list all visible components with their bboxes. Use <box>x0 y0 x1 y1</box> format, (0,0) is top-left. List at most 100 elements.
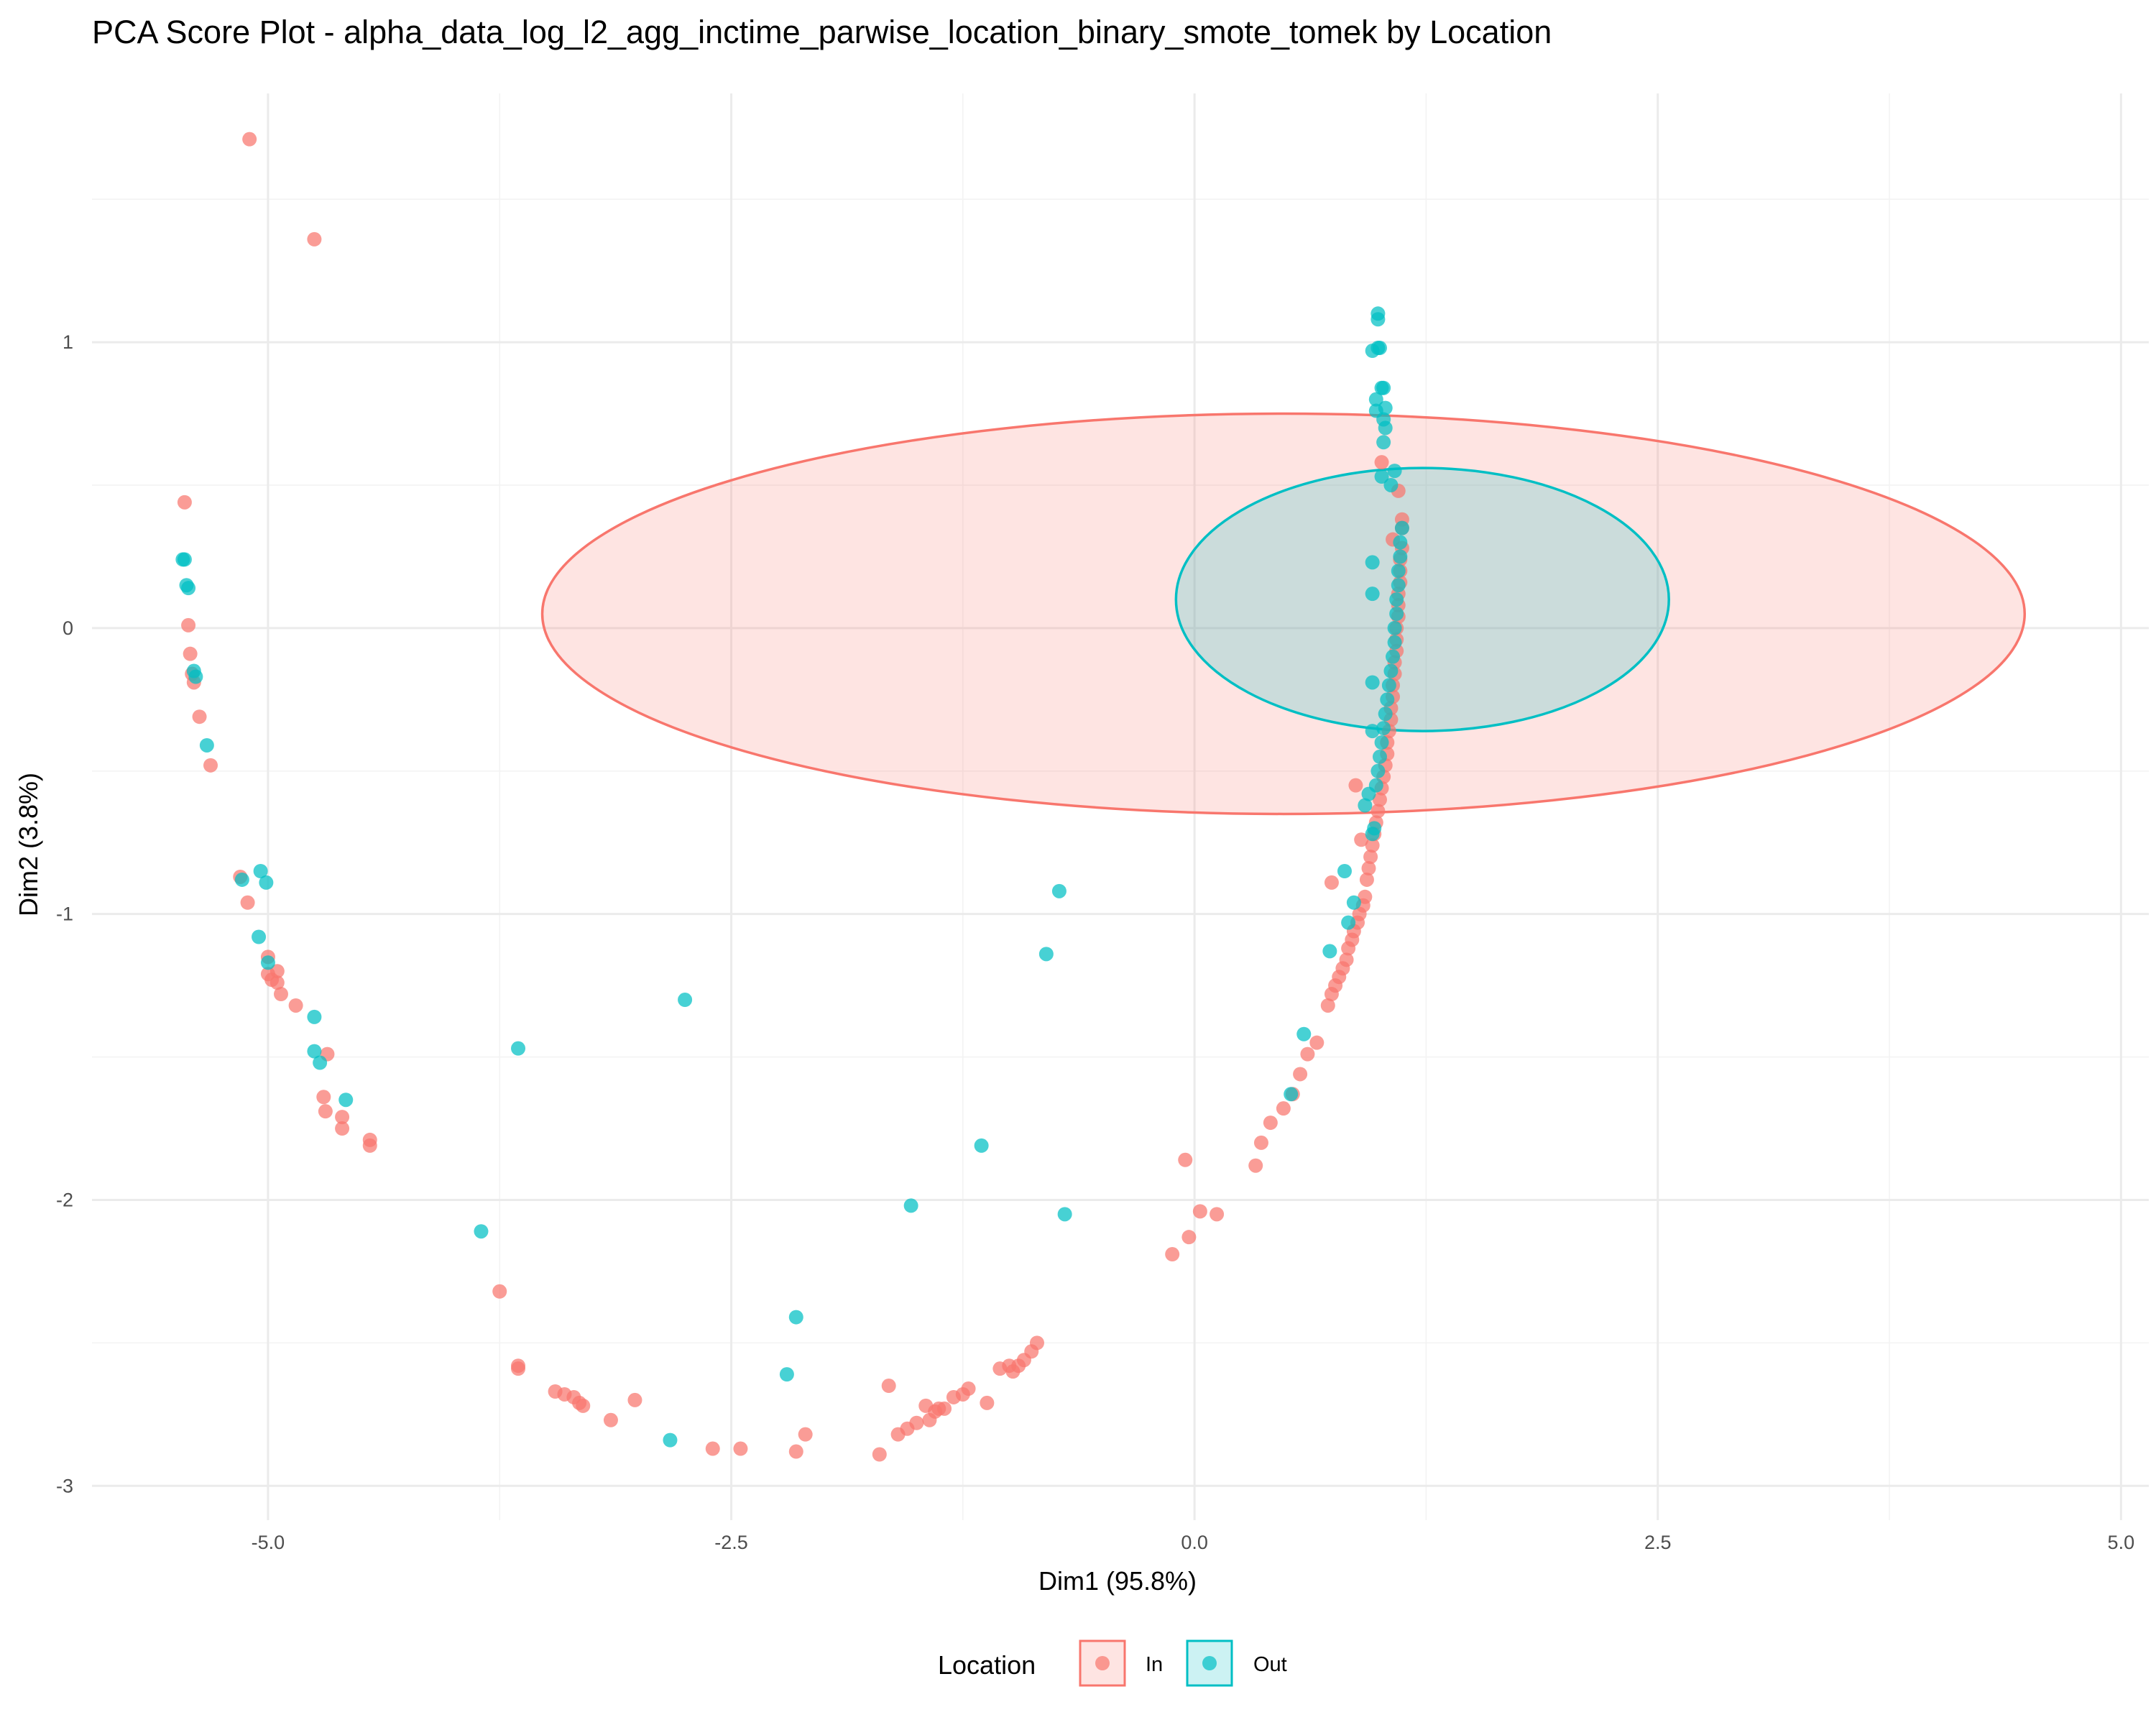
point-out <box>788 1310 803 1325</box>
point-out <box>1378 707 1393 722</box>
point-out <box>1284 1087 1299 1102</box>
point-out <box>1394 520 1409 535</box>
point-out <box>177 552 192 567</box>
point-out <box>260 955 275 970</box>
y-tick-label: -3 <box>56 1475 73 1496</box>
point-out <box>1393 535 1408 550</box>
point-out <box>1378 400 1393 415</box>
point-out <box>1376 435 1391 450</box>
legend-label-in: In <box>1146 1653 1163 1676</box>
point-in <box>335 1110 350 1125</box>
point-out <box>252 929 267 944</box>
point-in <box>798 1427 813 1442</box>
point-out <box>313 1055 328 1070</box>
point-out <box>1389 592 1404 607</box>
point-in <box>1253 1135 1268 1150</box>
grid <box>92 93 2149 1520</box>
point-out <box>1370 306 1386 321</box>
point-in <box>181 617 196 632</box>
point-in <box>1178 1152 1193 1167</box>
point-out <box>1386 649 1401 664</box>
point-in <box>576 1398 591 1413</box>
point-out <box>1365 675 1380 690</box>
point-in <box>909 1415 924 1430</box>
point-out <box>1391 564 1406 579</box>
point-out <box>1387 635 1402 650</box>
point-in <box>288 998 303 1013</box>
point-in <box>1354 832 1369 847</box>
point-in <box>1365 838 1380 853</box>
point-in <box>881 1379 896 1394</box>
point-in <box>511 1361 526 1376</box>
point-in <box>1370 804 1386 819</box>
data-points <box>175 132 1409 1462</box>
y-axis-ticks: -3 -2 -1 0 1 <box>56 331 73 1496</box>
point-out <box>259 875 274 890</box>
point-out <box>1372 749 1387 764</box>
point-out <box>678 993 693 1008</box>
point-out <box>1368 778 1383 793</box>
legend-item-out: Out <box>1186 1639 1287 1687</box>
legend: Location In Out <box>938 1639 1287 1687</box>
point-out <box>1368 392 1383 407</box>
point-in <box>270 964 285 979</box>
point-out <box>474 1224 489 1239</box>
point-in <box>1358 889 1373 904</box>
x-tick-label: 2.5 <box>1644 1532 1672 1553</box>
y-axis-title: Dim2 (3.8%) <box>14 773 43 916</box>
point-out <box>663 1432 678 1448</box>
point-out <box>1296 1026 1312 1041</box>
point-out <box>1376 721 1391 736</box>
point-in <box>1181 1230 1197 1245</box>
point-out <box>307 1044 322 1059</box>
point-in <box>1300 1046 1315 1062</box>
point-out <box>1372 341 1387 356</box>
point-in <box>492 1284 507 1299</box>
legend-point-in <box>1095 1656 1110 1670</box>
legend-item-in: In <box>1079 1639 1163 1687</box>
y-tick-label: 1 <box>63 331 73 353</box>
point-out <box>1374 469 1389 484</box>
point-in <box>1359 872 1374 887</box>
point-in <box>1165 1247 1180 1262</box>
y-tick-label: 0 <box>63 617 73 639</box>
point-in <box>362 1138 377 1153</box>
point-in <box>705 1441 720 1456</box>
point-out <box>234 872 249 887</box>
point-in <box>961 1381 976 1397</box>
point-out <box>779 1367 794 1382</box>
point-out <box>1383 663 1399 678</box>
point-out <box>1038 947 1054 962</box>
point-out <box>1387 464 1402 479</box>
point-out <box>1358 798 1373 813</box>
point-out <box>1376 380 1391 395</box>
x-axis-ticks: -5.0 -2.5 0.0 2.5 5.0 <box>252 1532 2134 1553</box>
legend-point-out <box>1202 1656 1217 1670</box>
point-in <box>270 975 285 990</box>
ellipse-out <box>1174 466 1670 732</box>
point-in <box>1320 998 1335 1013</box>
point-in <box>273 987 288 1002</box>
x-tick-label: -2.5 <box>714 1532 748 1553</box>
point-in <box>1339 952 1354 967</box>
point-out <box>1370 763 1386 778</box>
point-in <box>192 709 207 724</box>
chart-title: PCA Score Plot - alpha_data_log_l2_agg_i… <box>92 14 1552 50</box>
point-out <box>1365 724 1380 739</box>
legend-label-out: Out <box>1253 1653 1287 1676</box>
point-out <box>1383 477 1399 492</box>
point-out <box>1367 821 1382 836</box>
point-out <box>253 864 268 879</box>
point-in <box>872 1447 887 1462</box>
point-in <box>980 1395 995 1410</box>
point-out <box>1380 692 1395 707</box>
point-out <box>903 1198 918 1213</box>
point-out <box>338 1092 354 1108</box>
point-in <box>1348 778 1363 793</box>
legend-title: Location <box>938 1650 1036 1680</box>
point-in <box>1192 1204 1207 1219</box>
x-tick-label: 0.0 <box>1181 1532 1208 1553</box>
point-in <box>316 1090 331 1105</box>
point-out <box>1387 620 1402 635</box>
